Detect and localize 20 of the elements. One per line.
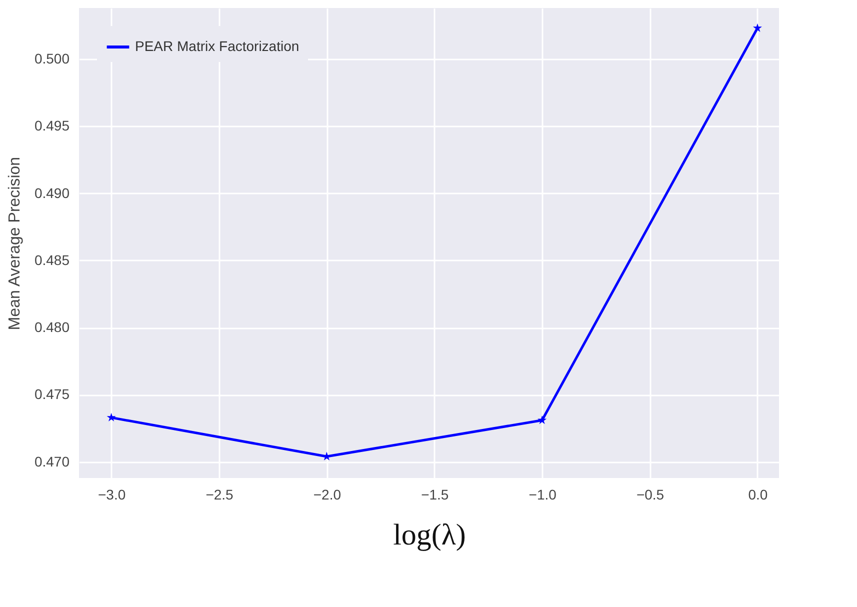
y-tick-label: 0.480 — [34, 319, 70, 336]
point — [752, 23, 762, 32]
y-tick-label: 0.490 — [34, 184, 70, 201]
x-tick-label: 0.0 — [748, 486, 768, 502]
legend-label: PEAR Matrix Factorization — [135, 38, 300, 54]
y-tick-label: 0.475 — [34, 386, 70, 402]
x-tick-label: −1.5 — [421, 486, 449, 502]
y-tick-label: 0.495 — [34, 118, 70, 134]
x-tick-label: −3.0 — [98, 486, 126, 502]
x-tick-label: −1.0 — [528, 486, 557, 502]
x-tick-label: −2.5 — [206, 486, 234, 502]
y-axis-title: Mean Average Precision — [6, 156, 24, 330]
y-tick-label: 0.500 — [34, 50, 70, 67]
y-tick-label: 0.485 — [34, 252, 70, 268]
x-tick-label: −0.5 — [636, 486, 664, 502]
point — [106, 412, 116, 422]
x-tick-label: −2.0 — [313, 486, 342, 502]
y-tick-label: 0.470 — [34, 453, 70, 470]
point — [538, 416, 547, 424]
x-axis-title: log(λ) — [393, 518, 466, 552]
